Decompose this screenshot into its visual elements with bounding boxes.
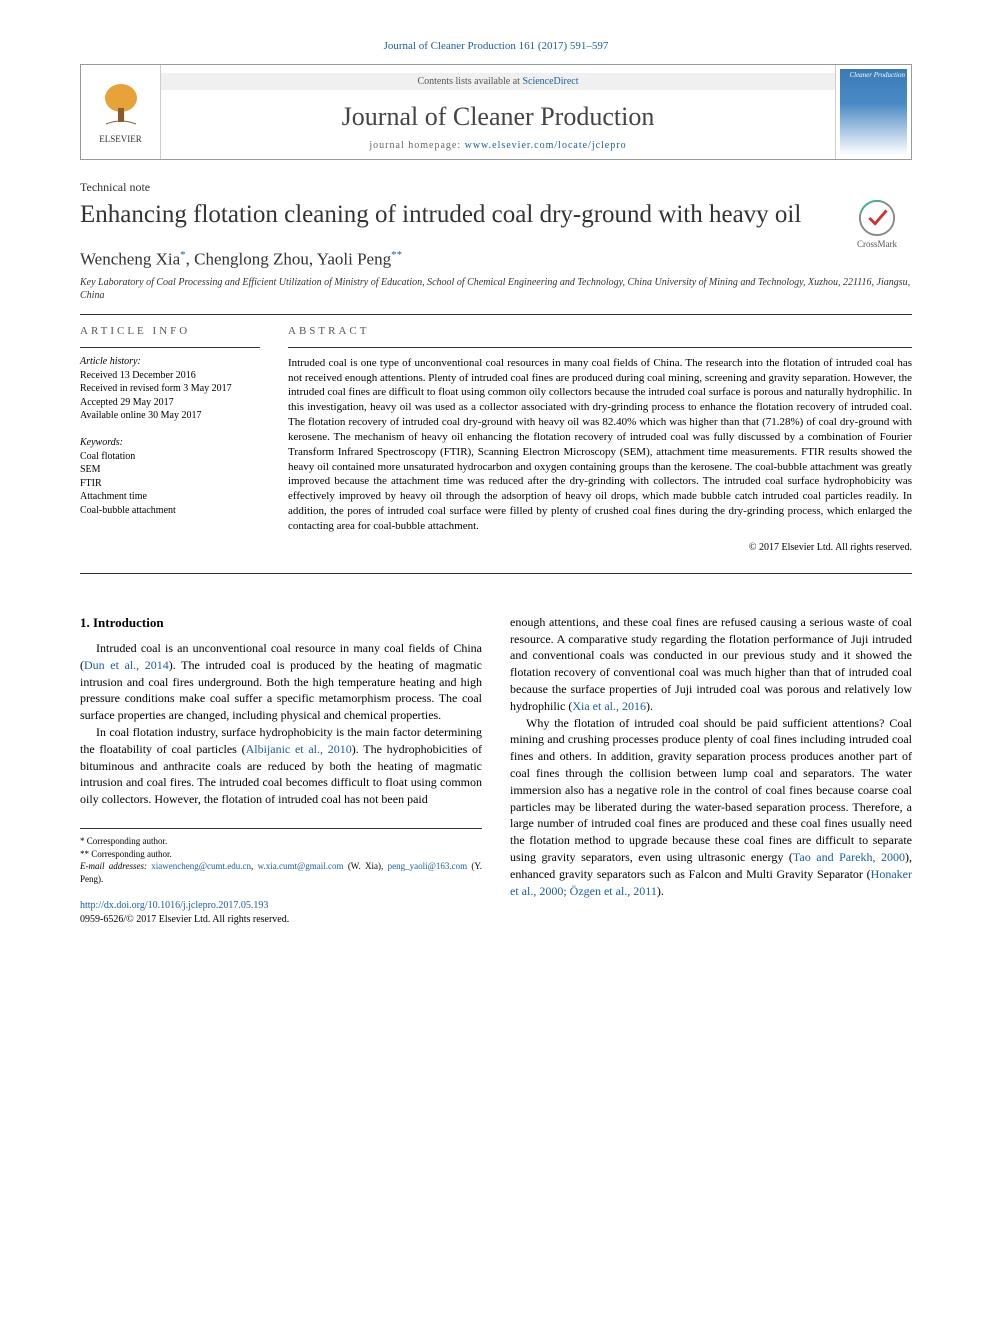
corresponding-1: * Corresponding author. [80, 835, 482, 848]
text-run: enough attentions, and these coal fines … [510, 615, 912, 713]
keyword: SEM [80, 463, 260, 477]
accepted-date: Accepted 29 May 2017 [80, 396, 260, 410]
article-title: Enhancing flotation cleaning of intruded… [80, 199, 822, 230]
article-info-head: ARTICLE INFO [80, 325, 260, 337]
email-addresses: E-mail addresses: xiawencheng@cumt.edu.c… [80, 860, 482, 885]
contents-available: Contents lists available at ScienceDirec… [161, 73, 835, 90]
crossmark-icon [858, 199, 896, 237]
email-link[interactable]: peng_yaoli@163.com [388, 861, 468, 871]
abstract-text: Intruded coal is one type of unconventio… [288, 356, 912, 534]
footnotes: * Corresponding author. ** Corresponding… [80, 828, 482, 885]
text-run: Why the flotation of intruded coal shoul… [510, 716, 912, 864]
email-label: E-mail addresses: [80, 861, 151, 871]
corr-mark-1: * [180, 249, 186, 261]
citation-link[interactable]: Tao and Parekh, 2000 [793, 850, 905, 864]
journal-name: Journal of Cleaner Production [161, 102, 835, 132]
paragraph: In coal flotation industry, surface hydr… [80, 724, 482, 808]
homepage-link[interactable]: www.elsevier.com/locate/jclepro [465, 140, 627, 151]
column-right: enough attentions, and these coal fines … [510, 614, 912, 928]
keyword: Attachment time [80, 490, 260, 504]
keyword: Coal flotation [80, 450, 260, 464]
online-date: Available online 30 May 2017 [80, 409, 260, 423]
corresponding-2: ** Corresponding author. [80, 848, 482, 861]
text-run: ). [646, 699, 653, 713]
author-3: Yaoli Peng [317, 250, 391, 269]
email-link[interactable]: xiawencheng@cumt.edu.cn [151, 861, 251, 871]
keywords-label: Keywords: [80, 437, 260, 448]
keyword: FTIR [80, 477, 260, 491]
contents-prefix: Contents lists available at [417, 76, 522, 87]
journal-header: ELSEVIER Contents lists available at Sci… [80, 64, 912, 160]
separator [80, 314, 912, 315]
journal-cover-thumbnail: Cleaner Production [835, 65, 911, 159]
separator [80, 573, 912, 574]
article-type: Technical note [80, 180, 912, 195]
keyword: Coal-bubble attachment [80, 504, 260, 518]
author-2: Chenglong Zhou [194, 250, 309, 269]
elsevier-label: ELSEVIER [99, 134, 142, 144]
body-columns: 1. Introduction Intruded coal is an unco… [80, 614, 912, 928]
abstract-block: ABSTRACT Intruded coal is one type of un… [288, 325, 912, 553]
paragraph: Intruded coal is an unconventional coal … [80, 640, 482, 724]
history-label: Article history: [80, 356, 260, 367]
issn-copyright: 0959-6526/© 2017 Elsevier Ltd. All right… [80, 913, 482, 927]
crossmark-label: CrossMark [842, 239, 912, 249]
doi-link[interactable]: http://dx.doi.org/10.1016/j.jclepro.2017… [80, 900, 268, 911]
corr-mark-2: ** [391, 249, 402, 261]
section-head-intro: 1. Introduction [80, 614, 482, 632]
paragraph: enough attentions, and these coal fines … [510, 614, 912, 715]
revised-date: Received in revised form 3 May 2017 [80, 382, 260, 396]
citation-link[interactable]: Xia et al., 2016 [572, 699, 646, 713]
author-1: Wencheng Xia [80, 250, 180, 269]
abstract-head: ABSTRACT [288, 325, 912, 337]
column-left: 1. Introduction Intruded coal is an unco… [80, 614, 482, 928]
text-run: ). [657, 884, 664, 898]
citation-link[interactable]: Dun et al., 2014 [84, 658, 169, 672]
article-info-block: ARTICLE INFO Article history: Received 1… [80, 325, 260, 553]
crossmark-badge[interactable]: CrossMark [842, 199, 912, 249]
citation-link[interactable]: Albijanic et al., 2010 [246, 742, 352, 756]
text-run: (W. Xia), [344, 861, 388, 871]
elsevier-tree-icon [96, 80, 146, 130]
elsevier-logo: ELSEVIER [81, 65, 161, 159]
authors-line: Wencheng Xia*, Chenglong Zhou, Yaoli Pen… [80, 249, 912, 270]
doi-block: http://dx.doi.org/10.1016/j.jclepro.2017… [80, 899, 482, 927]
abstract-copyright: © 2017 Elsevier Ltd. All rights reserved… [288, 542, 912, 553]
citation-line: Journal of Cleaner Production 161 (2017)… [80, 40, 912, 52]
sciencedirect-link[interactable]: ScienceDirect [522, 76, 578, 87]
affiliation: Key Laboratory of Coal Processing and Ef… [80, 276, 912, 302]
info-separator [80, 347, 260, 348]
email-link[interactable]: w.xia.cumt@gmail.com [258, 861, 344, 871]
paragraph: Why the flotation of intruded coal shoul… [510, 715, 912, 900]
journal-homepage: journal homepage: www.elsevier.com/locat… [161, 140, 835, 151]
homepage-prefix: journal homepage: [369, 140, 464, 151]
abstract-separator [288, 347, 912, 348]
received-date: Received 13 December 2016 [80, 369, 260, 383]
cover-title: Cleaner Production [849, 71, 905, 79]
